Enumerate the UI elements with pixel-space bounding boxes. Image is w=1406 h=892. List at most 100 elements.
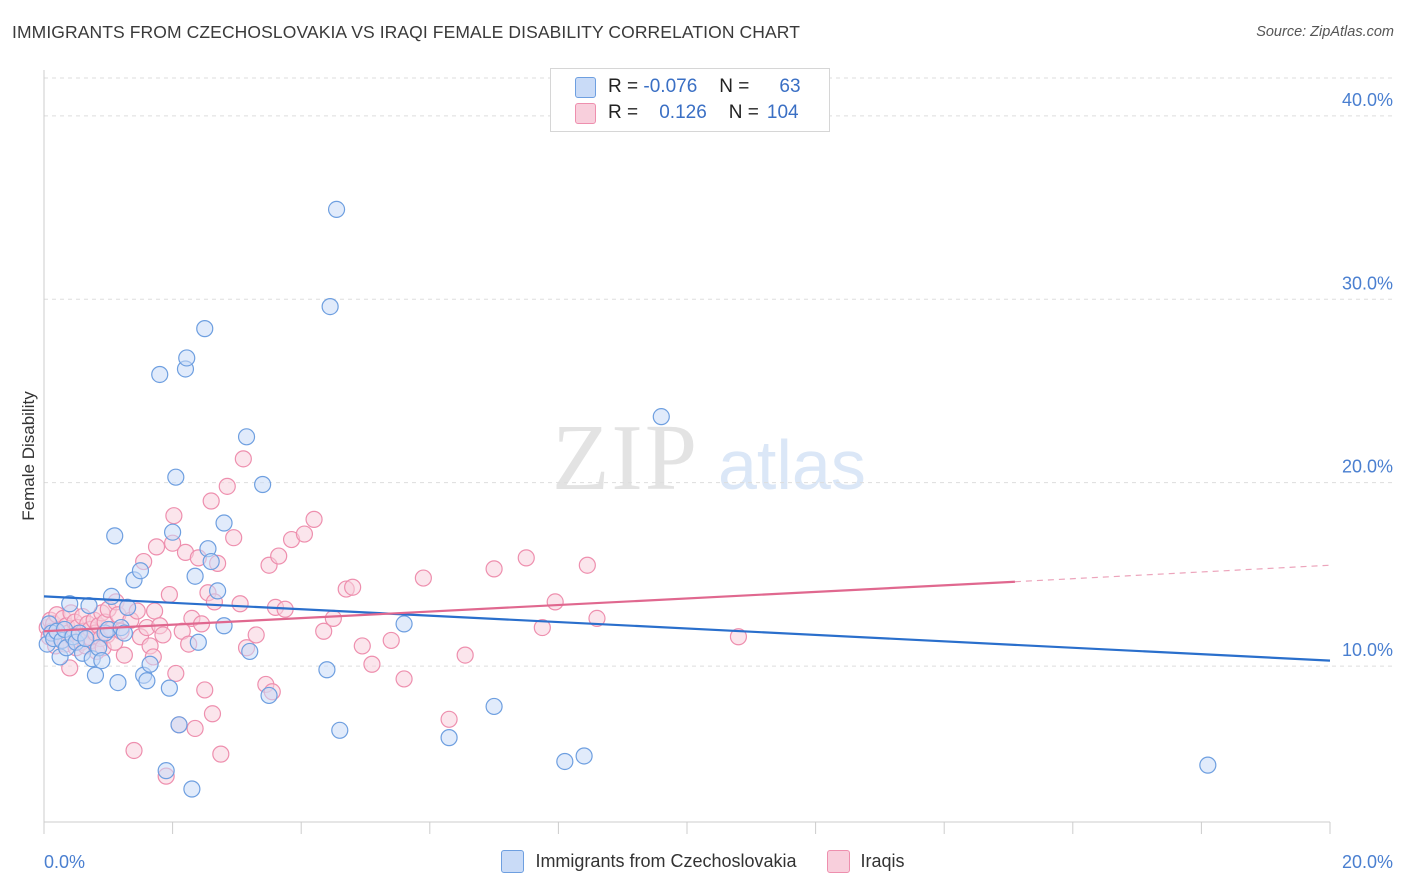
data-point: [215, 617, 233, 635]
n-label: N =: [719, 76, 750, 97]
data-point: [106, 527, 124, 545]
data-point: [324, 609, 342, 628]
series-legend: Immigrants from Czechoslovakia Iraqis: [0, 850, 1406, 873]
data-point: [247, 626, 265, 644]
data-point: [225, 529, 243, 547]
data-point: [212, 745, 230, 763]
data-point: [209, 582, 227, 600]
data-point: [237, 428, 256, 446]
data-point: [61, 659, 79, 677]
blue-swatch-icon: [575, 76, 596, 98]
data-point: [331, 721, 349, 739]
data-point: [241, 642, 259, 661]
data-point: [327, 200, 346, 218]
data-point: [118, 598, 137, 617]
watermark-zip: ZIP: [552, 406, 699, 510]
data-point: [170, 716, 188, 734]
correlation-legend: R = -0.076 N = 63 R = 0.126 N = 104: [550, 68, 830, 132]
y-axis-label: Female Disability: [19, 391, 38, 521]
data-point: [556, 752, 574, 771]
y-tick-label: 30.0%: [1342, 273, 1393, 293]
data-point: [234, 450, 252, 468]
legend-row-iraqis: R = 0.126 N = 104: [575, 101, 799, 125]
y-tick-label: 40.0%: [1342, 90, 1393, 110]
legend-row-czechoslovakia: R = -0.076 N = 63: [575, 75, 801, 99]
data-point: [151, 365, 169, 384]
x-tick-label: 20.0%: [1342, 852, 1393, 872]
data-point: [165, 507, 183, 525]
data-point: [125, 741, 143, 760]
data-point: [575, 747, 593, 765]
blue-swatch-icon: [501, 850, 525, 873]
data-point: [260, 686, 278, 705]
y-tick-label: 10.0%: [1342, 640, 1393, 660]
trend-line-iraqis-extrapolated: [1014, 564, 1331, 583]
data-point: [270, 547, 288, 565]
gridlines: [44, 77, 1392, 667]
data-point: [160, 679, 178, 697]
data-point: [395, 615, 413, 633]
data-point: [318, 661, 336, 679]
x-tick-label: 0.0%: [44, 852, 85, 872]
data-point: [167, 468, 185, 486]
chart-title: IMMIGRANTS FROM CZECHOSLOVAKIA VS IRAQI …: [12, 22, 801, 42]
data-point: [517, 549, 535, 567]
data-point: [652, 408, 670, 426]
data-point: [86, 666, 105, 684]
data-point: [141, 655, 159, 673]
data-point: [218, 477, 236, 495]
data-point: [183, 780, 201, 798]
data-point: [315, 622, 333, 640]
data-point: [414, 569, 432, 587]
n-value: 63: [779, 76, 801, 97]
r-value: -0.076: [643, 76, 698, 97]
pink-swatch-icon: [575, 102, 596, 124]
data-point: [363, 655, 381, 673]
r-value: 0.126: [659, 102, 707, 123]
data-point: [344, 578, 362, 596]
data-point: [254, 475, 272, 494]
r-label: R =: [608, 76, 639, 97]
axes: [43, 70, 1331, 834]
data-point: [305, 510, 323, 528]
data-point: [109, 674, 127, 692]
data-point: [131, 562, 150, 580]
data-point: [395, 670, 413, 688]
data-point: [578, 556, 596, 574]
legend-label: Iraqis: [860, 851, 905, 871]
watermark-atlas: atlas: [718, 426, 866, 504]
data-point: [160, 585, 178, 604]
legend-item-iraqis[interactable]: Iraqis: [826, 850, 905, 873]
data-point: [546, 593, 564, 611]
data-point: [440, 710, 458, 728]
data-point: [202, 492, 220, 510]
data-point: [353, 637, 371, 655]
data-point: [186, 719, 204, 738]
series-czechoslovakia: [38, 200, 1217, 798]
y-tick-label: 20.0%: [1342, 457, 1393, 477]
data-point: [164, 523, 182, 541]
legend-item-czechoslovakia[interactable]: Immigrants from Czechoslovakia: [501, 850, 797, 873]
data-point: [77, 629, 95, 648]
data-point: [202, 552, 220, 571]
data-point: [196, 681, 214, 699]
data-point: [157, 762, 175, 780]
legend-label: Immigrants from Czechoslovakia: [535, 851, 797, 871]
pink-swatch-icon: [826, 850, 850, 873]
data-point: [321, 298, 339, 316]
data-point: [186, 567, 204, 585]
tick-labels: 10.0% 20.0% 30.0% 40.0% 0.0% 20.0%: [44, 90, 1393, 872]
data-point: [115, 646, 133, 664]
n-label: N =: [728, 102, 759, 123]
data-point: [456, 646, 474, 664]
trend-lines: [43, 564, 1331, 662]
data-point: [485, 697, 503, 716]
data-point: [178, 349, 196, 367]
data-point: [215, 514, 233, 532]
data-point: [147, 538, 166, 556]
data-point: [231, 595, 249, 613]
n-value: 104: [766, 102, 799, 123]
data-point: [1199, 756, 1217, 774]
data-point: [440, 729, 458, 747]
